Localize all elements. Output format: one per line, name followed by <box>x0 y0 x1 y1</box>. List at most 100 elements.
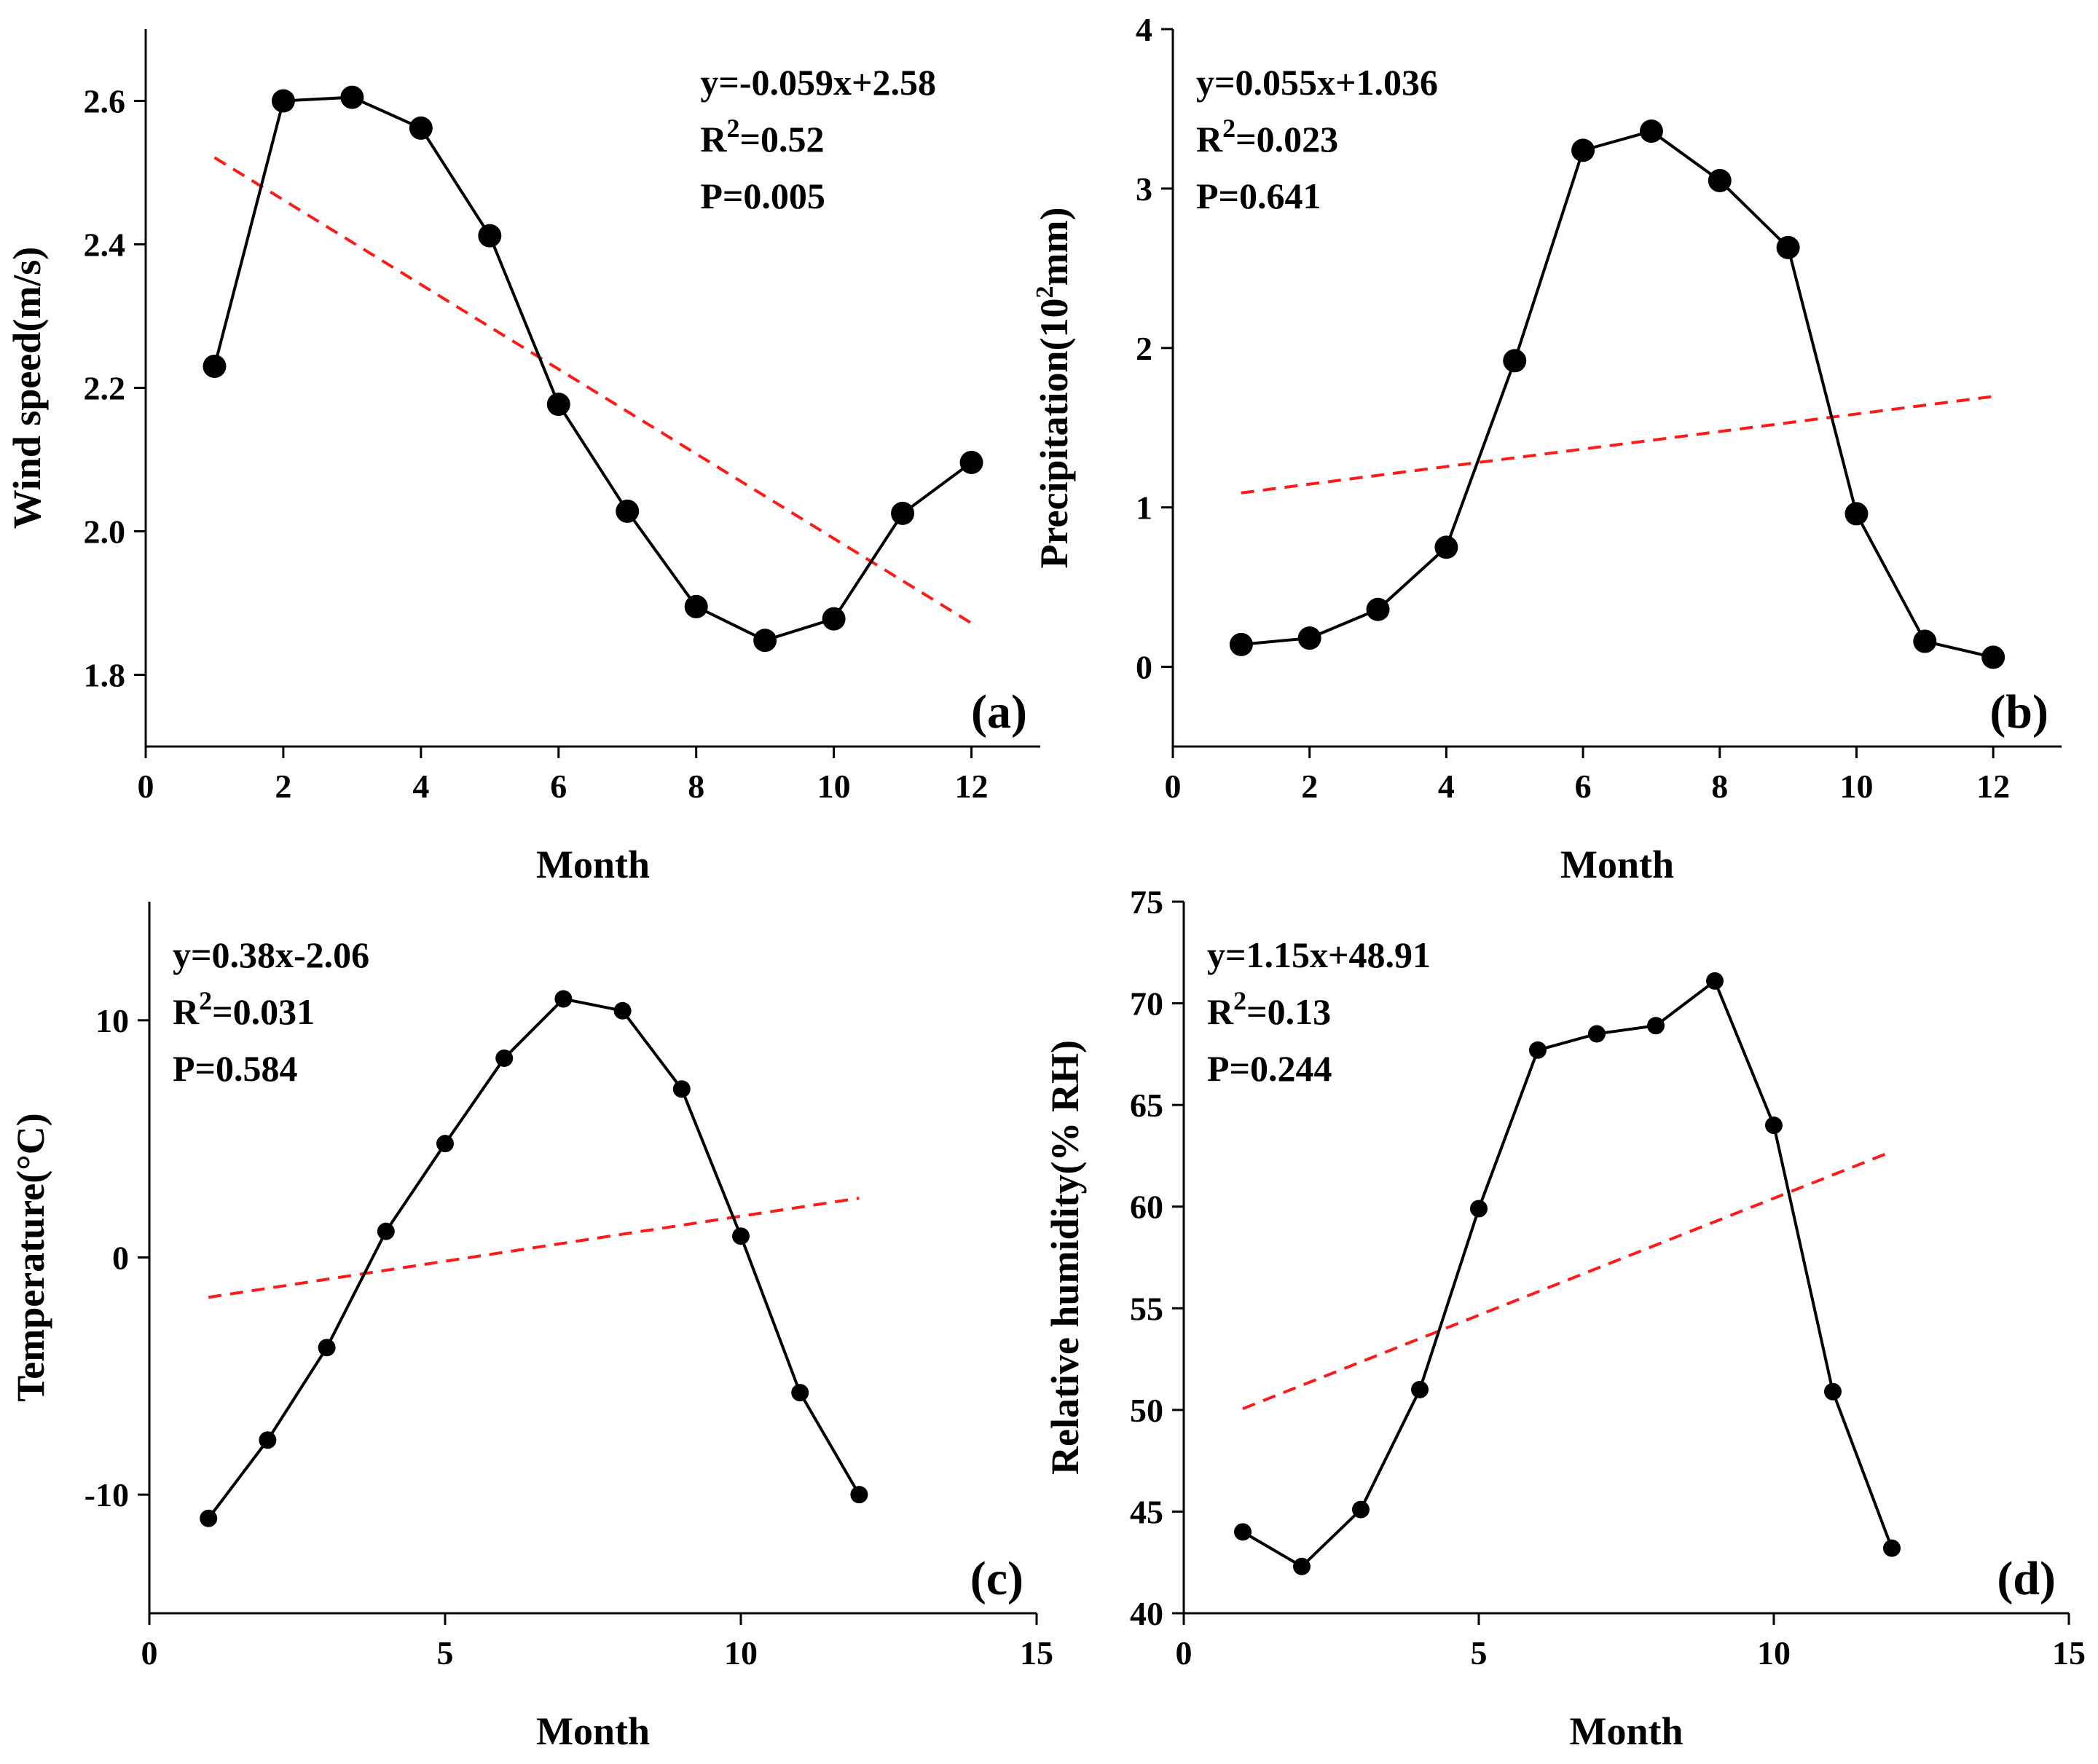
data-point <box>259 1431 277 1449</box>
data-point <box>554 990 573 1008</box>
x-tick-label: 2 <box>1301 768 1318 805</box>
y-tick-label: 3 <box>1136 170 1152 208</box>
data-point <box>546 393 570 417</box>
data-point <box>1234 1523 1252 1541</box>
series-line <box>1241 978 1893 1569</box>
series-line <box>207 997 861 1519</box>
annotation-text: P=0.244 <box>1207 1048 1332 1089</box>
x-tick-label: 5 <box>437 1634 454 1672</box>
annotation-text: =0.13 <box>1246 991 1331 1032</box>
x-tick-label: 15 <box>2052 1634 2086 1672</box>
y-tick-label: 2.0 <box>84 513 126 551</box>
data-point <box>1765 1117 1783 1135</box>
x-tick-label: 8 <box>1711 768 1728 805</box>
annotation-text: P=0.641 <box>1196 176 1321 216</box>
annotation-text: R <box>700 119 727 160</box>
x-tick-label: 0 <box>141 1634 158 1672</box>
x-tick-label: 10 <box>724 1634 758 1672</box>
data-point <box>791 1384 809 1402</box>
data-point <box>1571 138 1595 162</box>
annotation-superscript: 2 <box>1222 114 1235 143</box>
data-point <box>271 89 295 113</box>
trend-line <box>208 1197 860 1299</box>
x-tick-label: 8 <box>688 768 704 805</box>
x-tick-label: 4 <box>1438 768 1455 805</box>
y-tick-label: 75 <box>1130 883 1163 921</box>
data-point <box>340 85 364 109</box>
regression-annotation: y=-0.059x+2.58 <box>700 62 936 103</box>
data-point <box>850 1486 868 1504</box>
y-tick-label: 10 <box>95 1002 129 1039</box>
y-axis-title-part: Precipitation(10 <box>1032 299 1076 569</box>
x-tick-label: 15 <box>1020 1634 1053 1672</box>
x-tick-label: 0 <box>138 768 154 805</box>
data-point <box>1229 632 1253 656</box>
annotation-text: y=-0.059x+2.58 <box>700 62 936 103</box>
data-point <box>891 501 915 525</box>
data-point <box>672 1080 691 1098</box>
y-tick-label: 2.2 <box>84 370 126 407</box>
panel-label: (d) <box>1997 1552 2056 1605</box>
data-point <box>1706 972 1724 990</box>
data-point <box>1824 1382 1842 1401</box>
panel-label: (a) <box>971 685 1027 739</box>
data-point <box>1776 235 1800 259</box>
data-point <box>409 116 433 140</box>
regression-annotation: P=0.244 <box>1207 1048 1332 1089</box>
data-point <box>1297 626 1321 650</box>
data-point <box>1503 349 1527 373</box>
data-point <box>495 1049 514 1067</box>
y-tick-label: 1.8 <box>84 657 126 694</box>
y-tick-label: 4 <box>1136 11 1152 48</box>
x-axis-title: Month <box>1569 1709 1683 1753</box>
y-tick-label: 45 <box>1130 1493 1163 1530</box>
data-point <box>203 354 227 378</box>
y-tick-label: -10 <box>85 1476 129 1513</box>
x-tick-label: 5 <box>1471 1634 1488 1672</box>
regression-annotation: P=0.005 <box>700 176 825 216</box>
annotation-text: y=0.055x+1.036 <box>1196 62 1438 103</box>
regression-annotation: R2=0.023 <box>1196 114 1338 160</box>
y-axis-title-superscript: 2 <box>1032 286 1058 299</box>
annotation-superscript: 2 <box>199 986 212 1015</box>
x-tick-label: 2 <box>275 768 291 805</box>
regression-annotation: R2=0.13 <box>1207 986 1331 1032</box>
x-tick-label: 10 <box>1757 1634 1791 1672</box>
data-point <box>436 1135 454 1153</box>
data-point <box>1883 1539 1901 1557</box>
data-point <box>1470 1200 1488 1218</box>
y-tick-label: 65 <box>1130 1087 1163 1124</box>
panel-label: (b) <box>1989 685 2048 739</box>
x-tick-label: 4 <box>412 768 429 805</box>
x-tick-label: 10 <box>1839 768 1873 805</box>
regression-annotation: R2=0.031 <box>173 986 315 1032</box>
data-point <box>1708 168 1732 192</box>
trend-line <box>213 156 973 625</box>
data-point <box>1588 1025 1606 1043</box>
wind-speed-panel: 0 2 4 6 8 10 12 1.8 2.0 2.2 2.4 2.6 Month Wind speed(… <box>5 29 1040 886</box>
y-tick-label: 1 <box>1136 489 1152 527</box>
data-point <box>318 1339 336 1357</box>
relative-humidity-panel: 0 5 10 15 40 45 50 55 60 65 70 75 Month Relative humi… <box>1043 883 2086 1753</box>
annotation-text: y=0.38x-2.06 <box>173 934 369 975</box>
annotation-text: y=1.15x+48.91 <box>1207 934 1431 975</box>
x-tick-label: 12 <box>955 768 989 805</box>
data-point <box>1434 535 1458 559</box>
trend-line <box>1241 395 1994 495</box>
y-axis-title: Relative humidity(% RH) <box>1043 1040 1087 1475</box>
x-tick-label: 12 <box>1976 768 2010 805</box>
annotation-text: R <box>1196 119 1223 160</box>
y-tick-label: 55 <box>1130 1290 1163 1327</box>
y-axis-title: Temperature(°C) <box>9 1113 52 1402</box>
annotation-text: =0.031 <box>212 991 315 1032</box>
series-line <box>213 95 973 642</box>
x-axis-title: Month <box>536 843 650 886</box>
data-point <box>1352 1500 1370 1519</box>
y-tick-label: 2.6 <box>84 83 126 120</box>
annotation-text: P=0.005 <box>700 176 825 216</box>
y-tick-label: 0 <box>1136 649 1152 686</box>
regression-annotation: y=1.15x+48.91 <box>1207 934 1431 975</box>
data-point <box>1639 119 1663 143</box>
data-point <box>822 607 846 631</box>
y-axis-title: Precipitation(102mm) <box>1032 208 1076 569</box>
